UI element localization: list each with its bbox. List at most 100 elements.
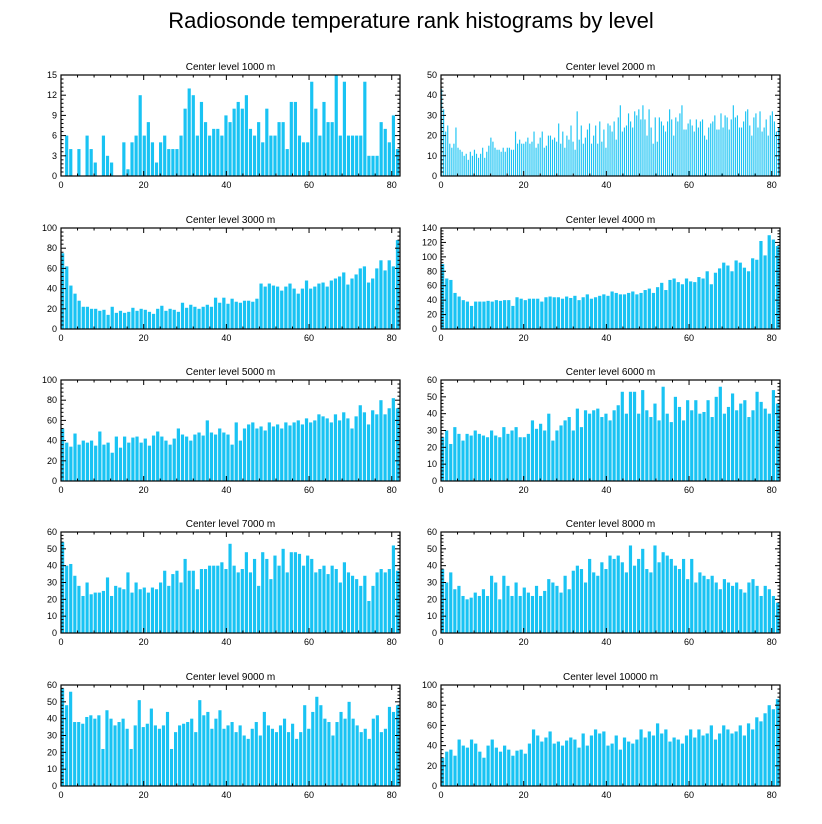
histogram-bar xyxy=(183,108,187,176)
histogram-bar xyxy=(176,311,180,329)
histogram-bar xyxy=(205,420,209,481)
histogram-bar xyxy=(359,732,363,786)
histogram-bar xyxy=(101,135,106,176)
histogram-bar xyxy=(197,308,201,329)
histogram-bar xyxy=(519,749,523,786)
x-tick-label: 20 xyxy=(139,485,149,495)
histogram-bar xyxy=(566,135,568,176)
histogram-bar xyxy=(139,308,143,329)
histogram-bar xyxy=(387,142,391,176)
y-tick-label: 12 xyxy=(47,90,57,100)
histogram-bar xyxy=(481,589,486,633)
histogram-bar xyxy=(686,579,690,633)
histogram-bar xyxy=(93,718,97,786)
histogram-bar xyxy=(156,308,160,329)
histogram-bar xyxy=(222,728,226,786)
histogram-bar xyxy=(350,428,354,481)
histogram-bar xyxy=(775,602,780,633)
histogram-bar xyxy=(648,109,650,176)
histogram-bar xyxy=(665,413,669,481)
histogram-bar xyxy=(375,572,379,633)
histogram-bar xyxy=(562,131,564,176)
histogram-bar xyxy=(106,314,110,329)
histogram-bar xyxy=(201,435,205,481)
x-tick-label: 60 xyxy=(304,333,314,343)
histogram-bar xyxy=(471,155,473,176)
x-tick-label: 0 xyxy=(58,180,63,190)
histogram-bar xyxy=(175,570,179,633)
histogram-bar xyxy=(330,122,334,176)
histogram-bar xyxy=(73,433,77,481)
histogram-bar xyxy=(187,570,191,633)
histogram-bar xyxy=(647,731,651,786)
histogram-bar xyxy=(125,728,129,786)
histogram-bar xyxy=(250,728,254,786)
histogram-bar xyxy=(598,295,602,329)
histogram-bar xyxy=(596,575,600,633)
histogram-bar xyxy=(441,569,445,633)
histogram-bar xyxy=(560,143,562,176)
histogram-bar xyxy=(309,288,313,329)
histogram-bar xyxy=(655,723,660,786)
histogram-bar xyxy=(89,149,93,176)
y-tick-label: 40 xyxy=(427,741,437,751)
histogram-bar xyxy=(157,728,161,786)
panel-title: Center level 9000 m xyxy=(186,672,276,683)
histogram-bar xyxy=(510,430,514,481)
histogram-bar xyxy=(230,722,234,786)
histogram-bar xyxy=(342,562,346,633)
histogram-bar xyxy=(383,128,387,176)
histogram-bar xyxy=(755,585,759,633)
histogram-bar xyxy=(625,125,628,176)
histogram-bar xyxy=(449,443,453,481)
histogram-bar xyxy=(606,745,610,786)
x-tick-label: 0 xyxy=(58,637,63,647)
plot-frame xyxy=(60,227,401,330)
histogram-bar xyxy=(175,149,179,176)
histogram-bar xyxy=(266,725,270,786)
histogram-bar xyxy=(660,733,664,786)
histogram-bar xyxy=(457,433,461,481)
histogram-bar xyxy=(156,431,160,481)
histogram-bar xyxy=(533,131,535,176)
histogram-bar xyxy=(574,149,576,176)
histogram-bar xyxy=(535,147,537,176)
histogram-bar xyxy=(647,288,651,329)
histogram-bar xyxy=(248,572,253,633)
histogram-bar xyxy=(288,283,292,329)
histogram-bar xyxy=(477,433,481,481)
histogram-bar xyxy=(257,585,261,633)
histogram-bar xyxy=(122,142,126,176)
histogram-bar xyxy=(246,738,250,786)
histogram-bar xyxy=(482,301,486,329)
histogram-bar xyxy=(736,115,738,176)
histogram-bar xyxy=(164,440,168,481)
histogram-bar xyxy=(653,403,657,481)
histogram-bar xyxy=(355,725,359,786)
histogram-bar xyxy=(387,260,391,329)
histogram-bar xyxy=(665,555,669,633)
histogram-bar xyxy=(463,155,465,176)
histogram-bar xyxy=(203,122,208,176)
histogram-bar xyxy=(238,302,242,329)
histogram-bar xyxy=(129,748,133,786)
histogram-bar xyxy=(653,545,657,633)
histogram-bar xyxy=(284,286,288,329)
histogram-bar xyxy=(515,297,519,329)
histogram-bar xyxy=(614,735,618,786)
histogram-bar xyxy=(612,558,616,633)
histogram-bar xyxy=(517,143,519,176)
y-tick-label: 50 xyxy=(427,392,437,402)
y-tick-label: 100 xyxy=(42,223,57,233)
histogram-bar xyxy=(593,135,595,176)
histogram-bar xyxy=(773,121,775,176)
histogram-bar xyxy=(224,569,228,633)
histogram-bar xyxy=(342,81,346,176)
y-tick-label: 50 xyxy=(427,70,437,80)
histogram-bar xyxy=(599,121,601,176)
histogram-bar xyxy=(543,430,547,481)
histogram-bar xyxy=(138,95,142,176)
histogram-bar xyxy=(530,420,535,481)
histogram-bar xyxy=(77,444,81,481)
histogram-bar xyxy=(559,425,563,481)
